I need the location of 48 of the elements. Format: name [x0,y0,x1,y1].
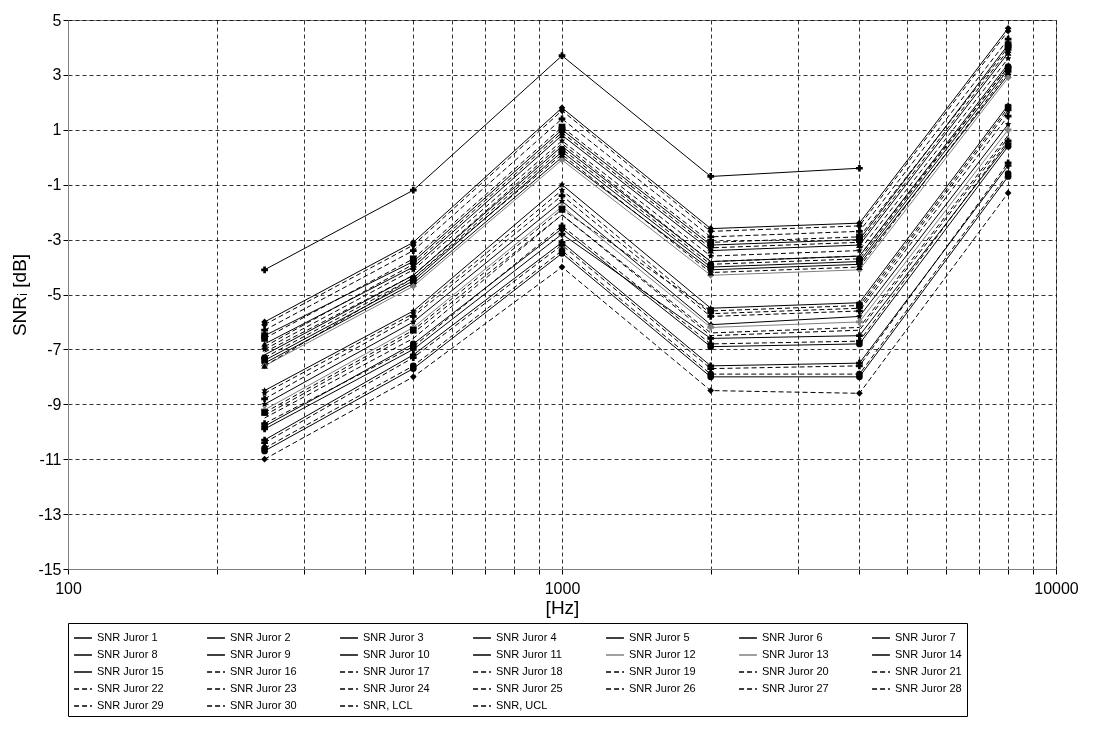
y-tick-label: 5 [52,11,62,29]
legend-label: SNR Juror 24 [363,682,430,694]
legend-label: SNR Juror 20 [762,665,829,677]
legend-label: SNR Juror 28 [895,682,962,694]
y-axis-title: SNRᵢ [dB] [9,253,31,337]
y-tick-label: -11 [39,450,62,468]
legend-label: SNR Juror 17 [363,665,430,677]
legend-label: SNR Juror 16 [230,665,297,677]
legend-label: SNR Juror 6 [762,631,823,643]
legend-label: SNR Juror 2 [230,631,291,643]
y-tick-label: -3 [47,231,62,249]
y-tick-label: 3 [52,66,62,84]
legend-label: SNR Juror 3 [363,631,424,643]
legend-label: SNR Juror 11 [496,648,562,660]
legend-label: SNR Juror 4 [496,631,557,643]
legend-label: SNR Juror 23 [230,682,297,694]
legend-label: SNR Juror 18 [496,665,563,677]
legend-label: SNR Juror 5 [629,631,690,643]
legend-label: SNR, LCL [363,699,413,711]
legend-label: SNR Juror 15 [97,665,164,677]
legend-label: SNR, UCL [496,699,548,711]
y-tick-label: 1 [52,121,62,139]
legend-label: SNR Juror 12 [629,648,696,660]
legend-label: SNR Juror 27 [762,682,829,694]
legend-label: SNR Juror 19 [629,665,696,677]
legend-label: SNR Juror 8 [97,648,158,660]
legend-label: SNR Juror 10 [363,648,430,660]
legend-label: SNR Juror 7 [895,631,956,643]
y-tick-label: -15 [38,560,62,578]
x-tick-label: 1000 [544,579,581,597]
legend-label: SNR Juror 29 [97,699,164,711]
y-tick-label: -5 [47,286,62,303]
legend-label: SNR Juror 21 [895,665,962,677]
legend-label: SNR Juror 14 [895,648,962,660]
x-tick-label: 100 [55,579,82,597]
y-tick-label: -9 [47,395,62,413]
legend-label: SNR Juror 13 [762,648,829,660]
x-tick-label: 10000 [1034,579,1079,597]
legend-label: SNR Juror 22 [97,682,164,694]
y-tick-label: -7 [47,340,62,358]
x-axis-title: [Hz] [545,596,580,618]
legend-label: SNR Juror 30 [230,699,297,711]
legend-label: SNR Juror 25 [496,682,563,694]
legend-label: SNR Juror 1 [97,631,158,643]
legend-label: SNR Juror 26 [629,682,696,694]
legend-label: SNR Juror 9 [230,648,291,660]
y-tick-label: -13 [38,505,62,523]
y-tick-label: -1 [47,176,62,194]
